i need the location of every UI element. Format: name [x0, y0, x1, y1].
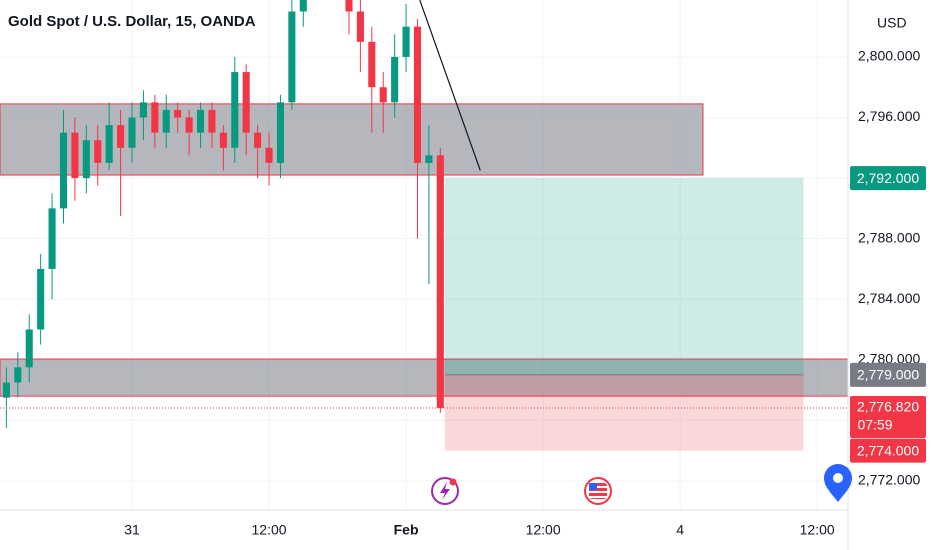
event-icon[interactable]: [431, 477, 459, 505]
last-price-label: 2,776.820: [857, 399, 919, 415]
x-tick-label: 31: [124, 522, 140, 538]
x-tick-label: 12:00: [526, 522, 561, 538]
candle-body: [242, 72, 250, 133]
candle-body: [48, 208, 56, 269]
plot-area: [0, 0, 848, 451]
zone: [0, 103, 704, 176]
candle-body: [391, 56, 399, 103]
candle-body: [254, 132, 262, 148]
candle-body: [82, 140, 90, 179]
x-tick-label: 12:00: [800, 522, 835, 538]
candle-body: [196, 109, 205, 133]
chart-title: Gold Spot / U.S. Dollar, 15, OANDA: [8, 13, 256, 30]
y-tick-label: 2,772.000: [858, 472, 920, 488]
candle-body: [288, 11, 296, 103]
location-pin[interactable]: [824, 464, 852, 502]
price-badge-label: 2,779.000: [857, 367, 919, 383]
candle-body: [368, 41, 376, 88]
candle-body: [128, 117, 136, 148]
candle-body: [14, 367, 22, 383]
candle-body: [174, 109, 182, 118]
candle-body: [425, 155, 433, 163]
candle-body: [379, 87, 387, 103]
price-badge: [850, 362, 926, 387]
candle-body: [219, 132, 227, 148]
candle-body: [25, 329, 33, 368]
candle-body: [276, 102, 284, 163]
grid: [0, 0, 848, 510]
price-badge: [850, 438, 926, 463]
y-tick-label: 2,784.000: [858, 290, 920, 306]
candle-body: [185, 117, 193, 133]
candle-body: [94, 140, 102, 163]
last-price-badge: [850, 395, 926, 438]
price-badge: [850, 166, 926, 191]
zone: [0, 358, 848, 397]
candle-body: [299, 0, 307, 12]
candle-body: [105, 125, 113, 163]
y-tick-label: 2,796.000: [858, 108, 920, 124]
position-target: [444, 178, 804, 375]
price-badge-label: 2,774.000: [857, 442, 919, 458]
trend-line: [419, 0, 481, 171]
candle-body: [436, 155, 444, 408]
candle-body: [117, 125, 125, 148]
x-tick-label: 4: [676, 522, 684, 538]
candle-body: [71, 132, 79, 179]
candle-body: [139, 102, 147, 118]
candle-body: [413, 26, 422, 163]
candle-body: [59, 132, 68, 209]
y-tick-label: 2,788.000: [858, 229, 920, 245]
x-tick-label: Feb: [394, 522, 419, 538]
candle-body: [162, 109, 170, 133]
y-tick-label: 2,800.000: [858, 48, 920, 64]
candle-body: [2, 382, 10, 398]
candle-body: [231, 72, 239, 148]
candle-body: [151, 102, 159, 133]
x-tick-label: 12:00: [252, 522, 287, 538]
currency: USD: [877, 15, 907, 31]
price-badge-label: 2,792.000: [857, 170, 919, 186]
candle-body: [356, 11, 364, 42]
candle-body: [402, 26, 410, 57]
candle-body: [345, 0, 353, 12]
candle-body: [208, 109, 216, 133]
candle-body: [265, 147, 273, 163]
position-stop: [444, 374, 804, 451]
economic-event-icon[interactable]: [584, 477, 612, 505]
countdown-label: 07:59: [857, 417, 892, 433]
candle-body: [37, 268, 45, 330]
y-tick-label: 2,780.000: [858, 350, 920, 366]
